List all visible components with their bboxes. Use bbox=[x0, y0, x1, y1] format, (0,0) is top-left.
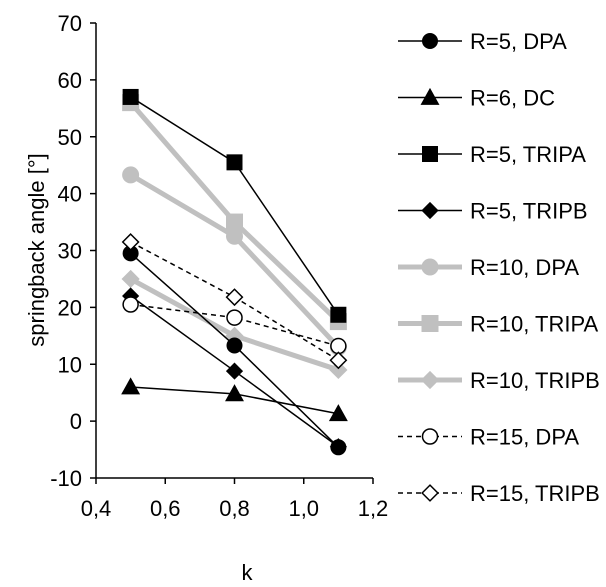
data-point bbox=[225, 288, 244, 307]
y-ticks: -10 0 10 20 30 40 50 60 70 bbox=[50, 11, 96, 491]
legend-item: R=5, DPA bbox=[398, 29, 567, 54]
legend-label: R=5, TRIPB bbox=[470, 199, 588, 224]
legend-item: R=10, DPA bbox=[398, 255, 579, 280]
legend-item: R=10, TRIPA bbox=[398, 312, 599, 337]
legend-item: R=15, TRIPB bbox=[398, 481, 600, 506]
y-tick-label: 30 bbox=[58, 239, 82, 264]
series-2 bbox=[122, 88, 347, 323]
legend-item: R=10, TRIPB bbox=[398, 368, 600, 393]
data-point bbox=[330, 337, 347, 355]
legend-marker bbox=[420, 370, 440, 390]
legend-marker bbox=[421, 428, 439, 445]
legend: R=5, DPA R=6, DC R=5, TRIPA R=5, TRIPB R=10,… bbox=[398, 29, 600, 506]
y-tick-label: -10 bbox=[50, 466, 82, 491]
x-tick-label: 1,0 bbox=[288, 496, 319, 521]
x-tick-label: 1,2 bbox=[358, 496, 389, 521]
legend-label: R=5, TRIPA bbox=[470, 142, 586, 167]
legend-item: R=15, DPA bbox=[398, 425, 579, 450]
legend-marker bbox=[421, 258, 439, 276]
legend-item: R=6, DC bbox=[398, 86, 555, 111]
legend-label: R=10, TRIPB bbox=[470, 368, 600, 393]
y-tick-label: 70 bbox=[58, 11, 82, 36]
legend-marker bbox=[421, 484, 439, 502]
y-tick-label: 60 bbox=[58, 68, 82, 93]
y-tick-label: 50 bbox=[58, 125, 82, 150]
series-7 bbox=[122, 296, 347, 355]
data-point bbox=[226, 337, 243, 354]
legend-label: R=6, DC bbox=[470, 86, 555, 111]
series-3 bbox=[122, 287, 347, 456]
data-point bbox=[121, 377, 141, 395]
data-point bbox=[330, 306, 347, 323]
series-line bbox=[130, 96, 339, 316]
data-point bbox=[122, 296, 139, 313]
data-point bbox=[122, 166, 140, 184]
data-point bbox=[329, 351, 348, 370]
legend-marker bbox=[421, 315, 439, 332]
y-tick-label: 10 bbox=[58, 352, 82, 377]
legend-marker bbox=[421, 201, 439, 220]
data-point bbox=[329, 360, 348, 380]
data-point bbox=[121, 269, 140, 289]
series-8 bbox=[121, 233, 348, 370]
legend-label: R=15, TRIPB bbox=[470, 481, 600, 506]
x-tick-label: 0,6 bbox=[150, 496, 181, 521]
series-1 bbox=[121, 377, 348, 422]
y-axis-label: springback angle [°] bbox=[24, 153, 49, 346]
data-point bbox=[226, 309, 243, 326]
legend-item: R=5, TRIPB bbox=[398, 199, 588, 224]
x-axis-label: k bbox=[242, 560, 254, 585]
data-point bbox=[226, 213, 243, 231]
data-point bbox=[328, 404, 348, 422]
data-point bbox=[121, 233, 140, 251]
legend-marker bbox=[420, 87, 440, 105]
legend-marker bbox=[422, 33, 438, 49]
legend-label: R=10, DPA bbox=[470, 255, 579, 280]
data-point bbox=[329, 438, 347, 456]
y-tick-label: 40 bbox=[58, 182, 82, 207]
legend-item: R=5, TRIPA bbox=[398, 142, 586, 167]
data-point bbox=[225, 362, 244, 380]
legend-label: R=5, DPA bbox=[470, 29, 567, 54]
x-tick-label: 0,8 bbox=[219, 496, 250, 521]
data-point bbox=[226, 154, 243, 171]
series-6 bbox=[121, 269, 348, 380]
series-layer bbox=[121, 88, 348, 456]
y-tick-label: 20 bbox=[58, 295, 82, 320]
legend-label: R=10, TRIPA bbox=[470, 312, 599, 337]
y-tick-label: 0 bbox=[70, 409, 82, 434]
legend-marker bbox=[422, 146, 438, 162]
plot-area: 0,4 0,6 0,8 1,0 1,2 -10 0 10 20 30 40 50 60 70 bbox=[50, 11, 388, 521]
data-point bbox=[225, 384, 244, 402]
data-point bbox=[122, 88, 139, 105]
legend-label: R=15, DPA bbox=[470, 425, 579, 450]
x-ticks: 0,4 0,6 0,8 1,0 1,2 bbox=[81, 478, 389, 521]
x-tick-label: 0,4 bbox=[81, 496, 112, 521]
